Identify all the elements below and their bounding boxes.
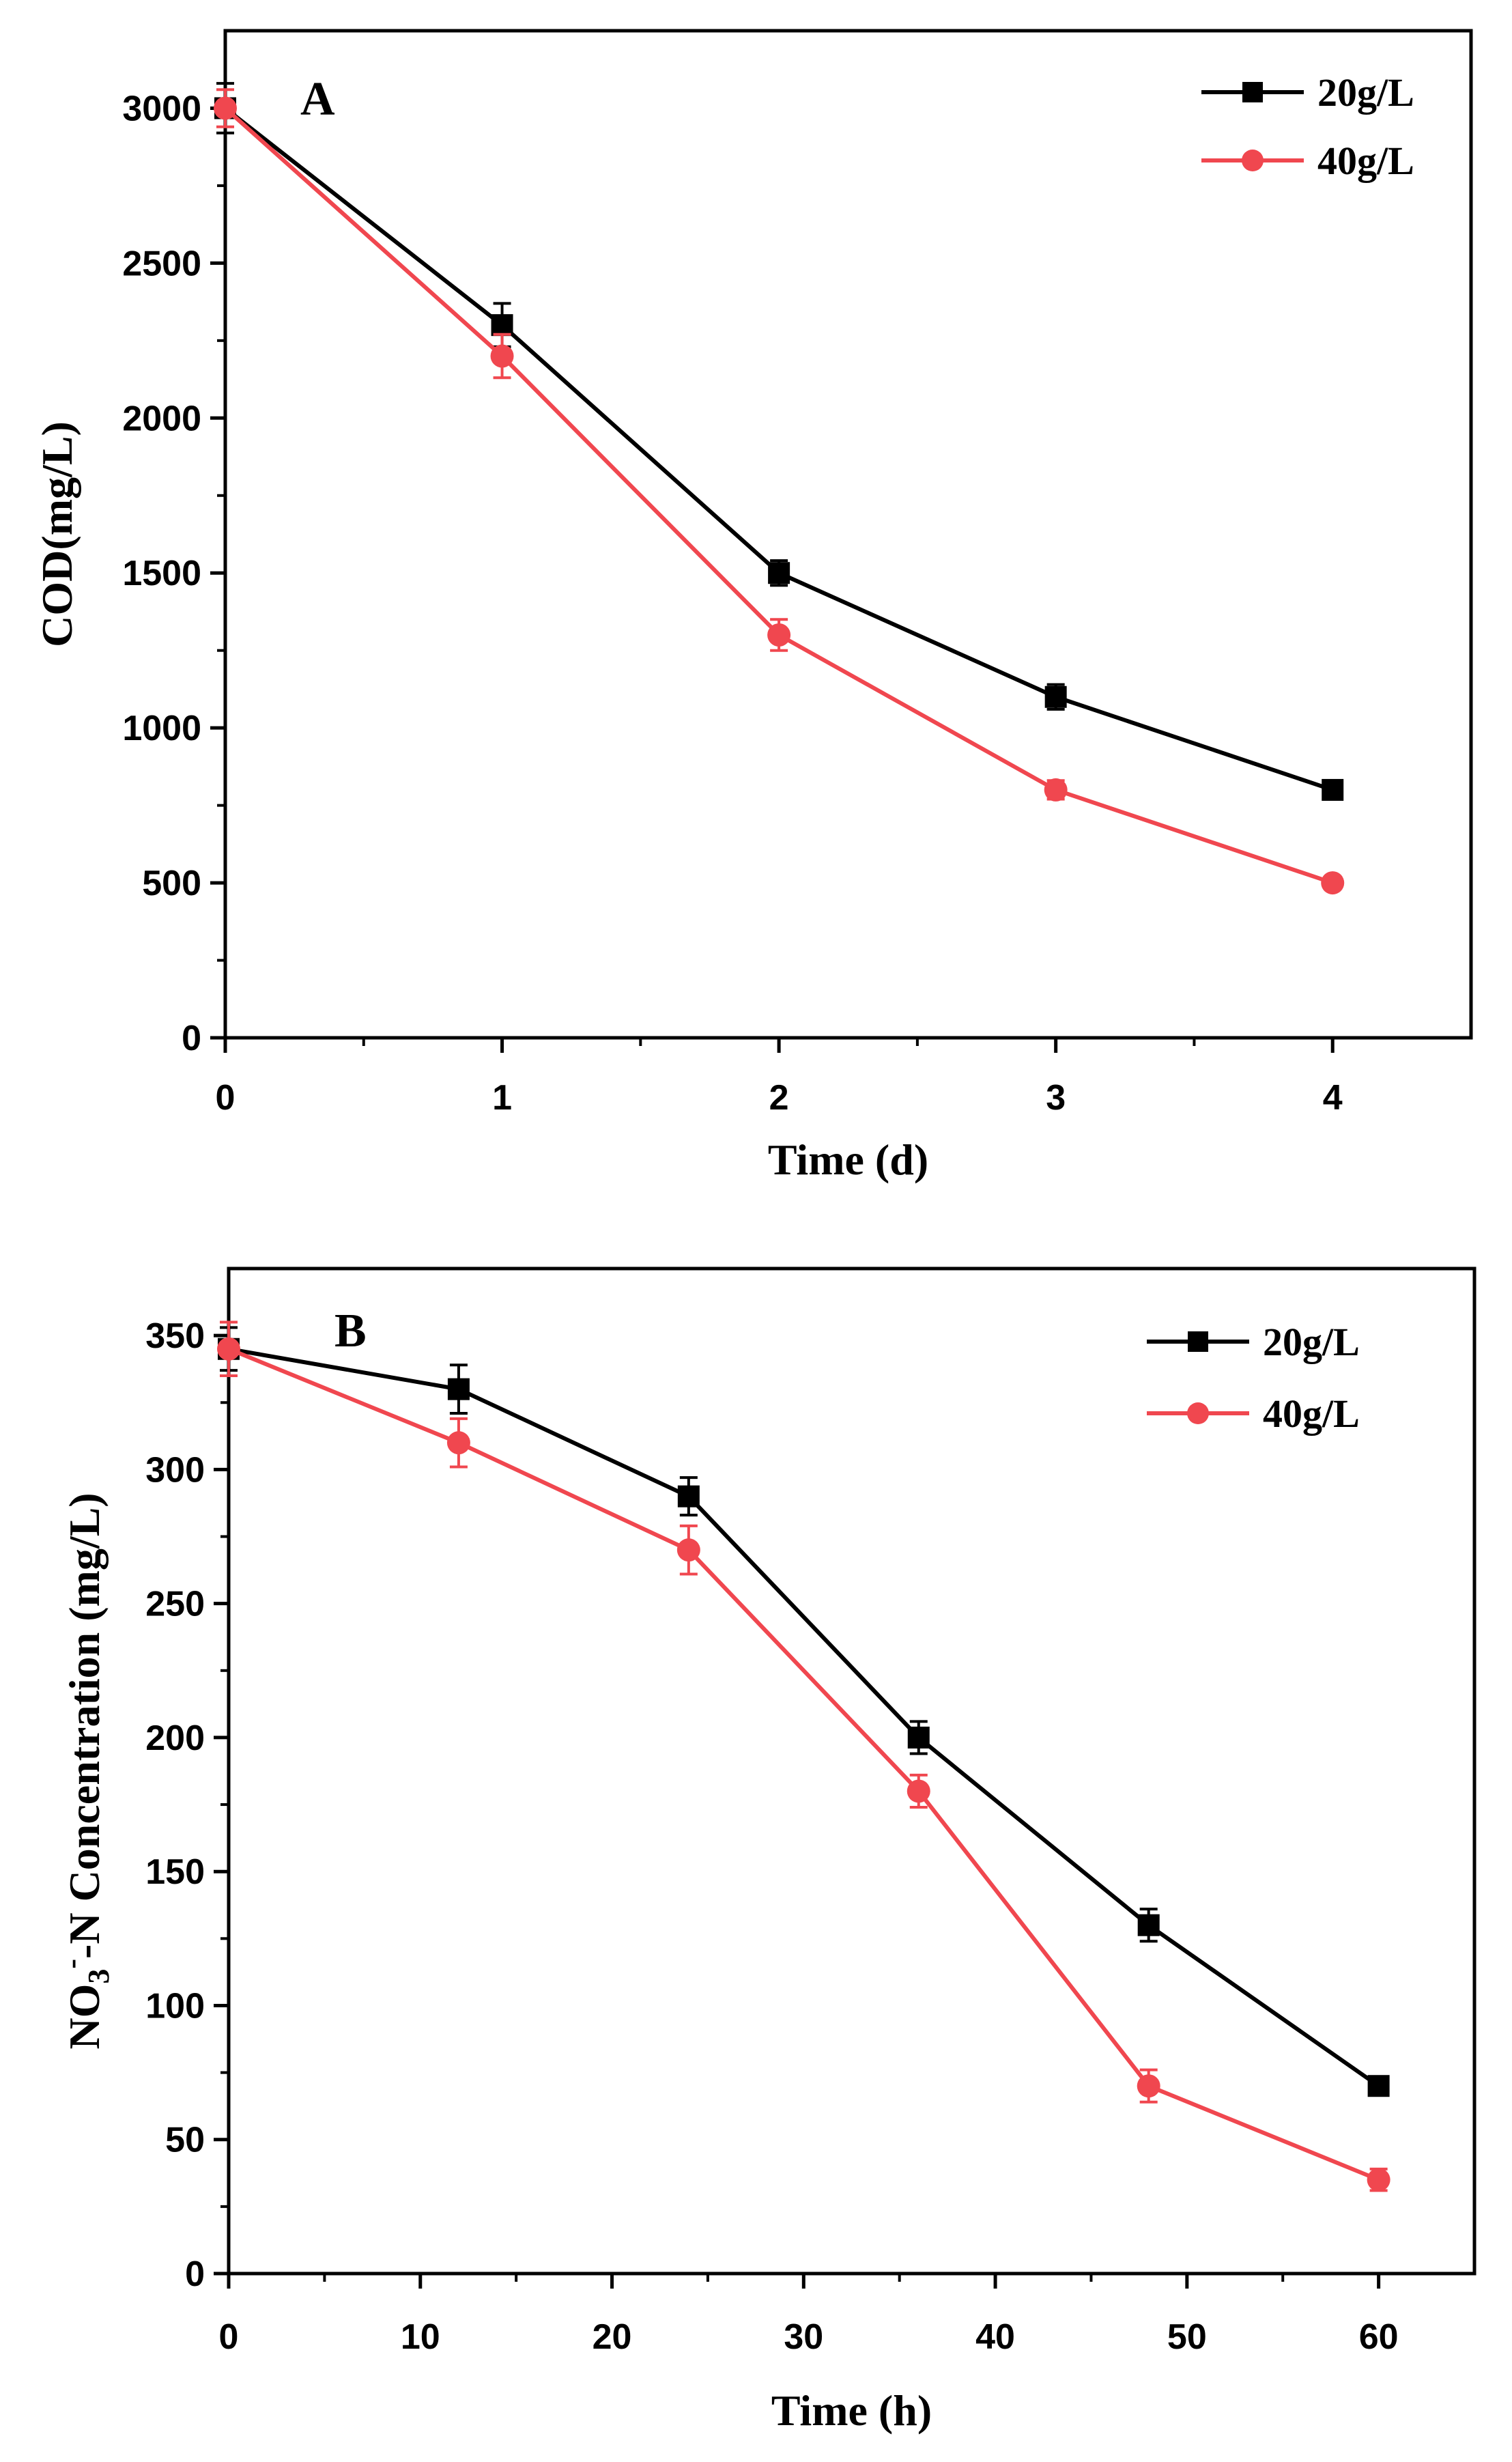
series-line (223, 107, 1334, 885)
series-20gl (214, 82, 1344, 801)
y-tick-label: 150 (145, 1852, 205, 1892)
y-axis-label-a: COD(mg/L) (33, 421, 81, 647)
plot-frame-b (227, 1267, 1477, 2276)
x-tick-label: 60 (1359, 2317, 1399, 2357)
panel-b: 0 10 20 30 40 50 60 0 50 100 150 200 250 300 350 B Ti… (55, 1267, 1477, 2435)
data-point (446, 1431, 470, 1455)
data-point (1322, 778, 1344, 801)
legend-marker (1187, 1402, 1209, 1424)
x-axis-label-a: Time (d) (768, 1135, 928, 1184)
legend-label: 20g/L (1317, 70, 1414, 115)
y-tick-label: 0 (185, 2254, 205, 2294)
y-tick-label: 2000 (122, 399, 201, 438)
y-tick-label: 50 (165, 2121, 205, 2160)
x-tick-label: 3 (1046, 1078, 1066, 1118)
y-tick-label: 350 (145, 1316, 205, 1356)
x-tick-label: 0 (219, 2317, 239, 2357)
y-axis-label-b: NO3--N Concentration (mg/L) (55, 1492, 115, 2049)
x-tick-label: 20 (593, 2317, 632, 2357)
y-tick-label: 250 (145, 1585, 205, 1624)
legend-label: 40g/L (1263, 1391, 1360, 1436)
data-point (1044, 778, 1068, 802)
x-tick-label: 2 (769, 1078, 789, 1118)
y-tick-label: 300 (145, 1450, 205, 1490)
y-axis-label-b-superscript: - (55, 1959, 88, 1969)
data-point (1367, 2168, 1390, 2192)
legend-label: 20g/L (1263, 1320, 1360, 1364)
data-point (490, 344, 514, 368)
data-point (491, 314, 513, 337)
y-axis-label-b-subscript: 3 (82, 1969, 115, 1984)
legend-label: 40g/L (1317, 139, 1414, 183)
x-tick-label: 1 (492, 1078, 512, 1118)
data-point (907, 1779, 930, 1803)
legend-marker (1242, 82, 1263, 102)
data-point (767, 623, 791, 647)
legend-marker (1242, 150, 1264, 171)
panel-label-a: A (300, 73, 335, 126)
legend-a: 20g/L 40g/L (1201, 70, 1414, 183)
y-tick-label: 200 (145, 1718, 205, 1758)
data-point (1044, 685, 1067, 708)
data-point (676, 1538, 700, 1562)
panel-a: 0 1 2 3 4 0 500 1000 1500 2000 2500 3000 A Time (d… (33, 29, 1473, 1184)
y-tick-label: 3000 (122, 89, 201, 128)
series-40gl (214, 88, 1345, 895)
data-point (1367, 2075, 1390, 2097)
series-line (224, 107, 1334, 792)
panel-label-b: B (334, 1305, 367, 1357)
y-tick-label: 1000 (122, 709, 201, 748)
y-axis-label-b-suffix: -N Concentration (mg/L) (60, 1492, 109, 1959)
y-tick-label: 2500 (122, 244, 201, 283)
legend-b: 20g/L 40g/L (1147, 1320, 1360, 1436)
data-point (1321, 871, 1345, 895)
data-point (447, 1378, 470, 1400)
series-20gl (218, 1326, 1390, 2097)
y-tick-label: 1500 (122, 554, 201, 593)
x-tick-label: 4 (1323, 1078, 1343, 1118)
x-tick-label: 40 (975, 2317, 1015, 2357)
x-tick-label: 0 (216, 1078, 236, 1118)
data-point (768, 562, 790, 584)
data-point (217, 1337, 240, 1361)
series-line (228, 1346, 1380, 2088)
x-tick-label: 30 (784, 2317, 823, 2357)
plot-frame-a (223, 29, 1473, 1040)
y-tick-label: 0 (182, 1019, 201, 1058)
legend-item: 20g/L (1147, 1320, 1360, 1364)
y-tick-label: 500 (142, 864, 201, 903)
y-tick-label: 100 (145, 1986, 205, 2026)
legend-item: 40g/L (1147, 1391, 1360, 1436)
x-tick-label: 10 (401, 2317, 440, 2357)
x-axis-label-b: Time (h) (771, 2386, 932, 2435)
data-point (677, 1485, 700, 1508)
series-line (227, 1346, 1380, 2182)
series-40gl (217, 1320, 1390, 2192)
y-axis-label-b-prefix: NO (60, 1984, 109, 2050)
legend-item: 20g/L (1201, 70, 1414, 115)
data-point (907, 1726, 930, 1749)
data-point (1137, 1914, 1160, 1936)
data-point (214, 96, 237, 120)
x-tick-label: 50 (1167, 2317, 1207, 2357)
legend-item: 40g/L (1201, 139, 1414, 183)
legend-marker (1188, 1331, 1208, 1352)
data-point (1137, 2074, 1160, 2098)
